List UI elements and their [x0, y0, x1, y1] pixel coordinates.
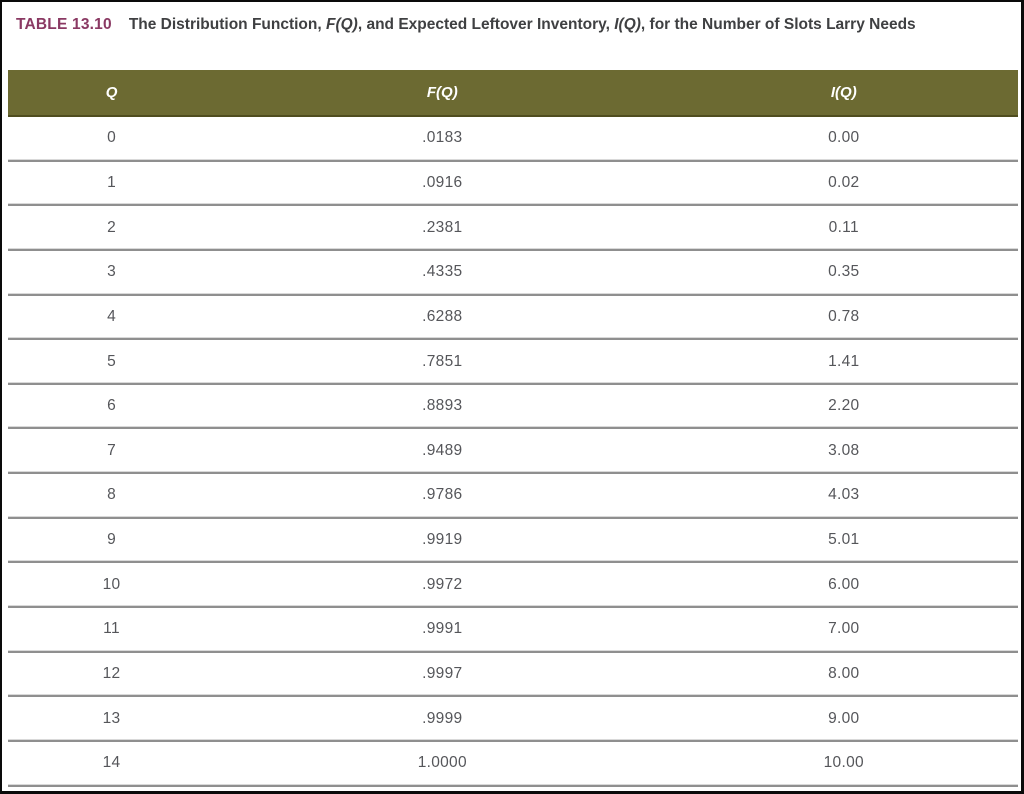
- table-caption: TABLE 13.10 The Distribution Function, F…: [2, 2, 1021, 68]
- cell-fq: .7851: [215, 339, 670, 385]
- table-row: 11 .9991 7.00: [8, 607, 1018, 653]
- table-row: 12 .9997 8.00: [8, 651, 1018, 698]
- cell-q: 11: [8, 607, 216, 653]
- cell-fq: .0916: [215, 160, 670, 207]
- table-row: 10 .9972 6.00: [8, 562, 1018, 609]
- cell-fq: .8893: [215, 383, 670, 430]
- cell-fq: .9489: [215, 428, 670, 475]
- cell-iq: 0.78: [669, 294, 1018, 341]
- cell-iq: 0.00: [669, 116, 1018, 162]
- table-row: 4 .6288 0.78: [8, 294, 1018, 341]
- table-row: 9 .9919 5.01: [8, 517, 1018, 564]
- title-segment: , for the Number of Slots Larry Needs: [640, 16, 916, 33]
- cell-fq: .9991: [215, 607, 670, 653]
- cell-fq: .9786: [215, 473, 670, 519]
- cell-iq: 10.00: [669, 740, 1018, 787]
- column-header-iq: I(Q): [669, 70, 1018, 117]
- cell-fq: .2381: [215, 205, 670, 251]
- table-row: 0 .0183 0.00: [8, 116, 1018, 162]
- cell-iq: 9.00: [669, 696, 1018, 742]
- cell-iq: 8.00: [669, 651, 1018, 698]
- table-row: 14 1.0000 10.00: [8, 740, 1018, 787]
- cell-iq: 1.41: [669, 339, 1018, 385]
- cell-q: 4: [8, 294, 216, 341]
- title-iq-symbol: I(Q): [614, 16, 641, 33]
- cell-q: 2: [8, 205, 216, 251]
- table-row: 13 .9999 9.00: [8, 696, 1018, 742]
- table-row: 2 .2381 0.11: [8, 205, 1018, 251]
- cell-q: 9: [8, 517, 216, 564]
- cell-q: 5: [8, 339, 216, 385]
- cell-iq: 0.11: [669, 205, 1018, 251]
- column-header-q: Q: [8, 70, 216, 117]
- cell-q: 1: [8, 160, 216, 207]
- cell-fq: .9972: [215, 562, 670, 609]
- table-row: 6 .8893 2.20: [8, 383, 1018, 430]
- distribution-table: Q F(Q) I(Q) 0 .0183 0.00 1 .0916 0.02 2: [8, 70, 1018, 787]
- cell-q: 8: [8, 473, 216, 519]
- cell-q: 0: [8, 116, 216, 162]
- title-segment: The Distribution Function,: [128, 16, 326, 33]
- cell-q: 13: [8, 696, 216, 742]
- table-title: The Distribution Function, F(Q), and Exp…: [129, 10, 981, 39]
- cell-fq: .9997: [215, 651, 670, 698]
- table-row: 5 .7851 1.41: [8, 339, 1018, 385]
- table-row: 3 .4335 0.35: [8, 249, 1018, 296]
- table-row: 1 .0916 0.02: [8, 160, 1018, 207]
- cell-iq: 4.03: [669, 473, 1018, 519]
- cell-q: 7: [8, 428, 216, 475]
- cell-fq: 1.0000: [215, 740, 670, 787]
- cell-fq: .0183: [215, 116, 670, 162]
- table-header-row: Q F(Q) I(Q): [8, 70, 1018, 117]
- cell-iq: 3.08: [669, 428, 1018, 475]
- table-row: 7 .9489 3.08: [8, 428, 1018, 475]
- cell-fq: .4335: [215, 249, 670, 296]
- cell-q: 10: [8, 562, 216, 609]
- title-segment: , and Expected Leftover Inventory,: [357, 16, 615, 33]
- table-number-label: TABLE 13.10: [16, 16, 112, 33]
- cell-iq: 0.35: [669, 249, 1018, 296]
- cell-fq: .6288: [215, 294, 670, 341]
- cell-iq: 2.20: [669, 383, 1018, 430]
- title-fq-symbol: F(Q): [325, 16, 358, 33]
- cell-iq: 5.01: [669, 517, 1018, 564]
- cell-iq: 0.02: [669, 160, 1018, 207]
- cell-q: 6: [8, 383, 216, 430]
- cell-iq: 6.00: [669, 562, 1018, 609]
- cell-q: 3: [8, 249, 216, 296]
- cell-fq: .9919: [215, 517, 670, 564]
- data-table-container: Q F(Q) I(Q) 0 .0183 0.00 1 .0916 0.02 2: [8, 70, 1018, 787]
- column-header-fq: F(Q): [215, 70, 670, 117]
- cell-fq: .9999: [215, 696, 670, 742]
- cell-q: 12: [8, 651, 216, 698]
- cell-q: 14: [8, 740, 216, 787]
- table-row: 8 .9786 4.03: [8, 473, 1018, 519]
- cell-iq: 7.00: [669, 607, 1018, 653]
